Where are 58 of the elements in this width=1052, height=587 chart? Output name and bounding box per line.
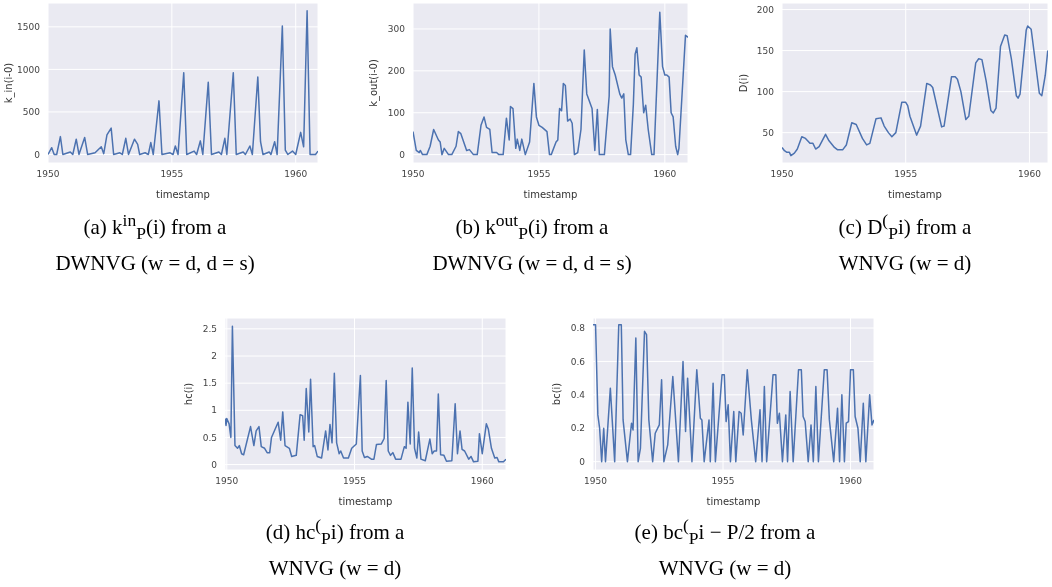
y-tick-label: 100 bbox=[387, 107, 406, 118]
y-tick-label: 50 bbox=[762, 127, 775, 138]
y-axis-title: k_out(i-0) bbox=[367, 59, 380, 107]
x-tick-label: 1950 bbox=[584, 476, 608, 487]
line-series bbox=[225, 325, 506, 463]
x-axis-title: timestamp bbox=[888, 189, 942, 200]
text: (c) D$^{(}$$_{P}$i) from a WNVG (w = d) bbox=[837, 209, 973, 278]
y-axis-title: k_in(i-0) bbox=[2, 62, 15, 104]
y-tick-label: 1000 bbox=[17, 64, 41, 75]
x-tick-label: 1960 bbox=[470, 476, 494, 487]
y-tick-label: 0 bbox=[211, 459, 218, 470]
y-tick-label: 500 bbox=[22, 107, 41, 118]
y-tick-label: 0.6 bbox=[570, 356, 586, 367]
x-tick-label: 1950 bbox=[401, 169, 425, 180]
x-tick-label: 1950 bbox=[215, 476, 239, 487]
text: (d) hc$^{(}$$_{P}$i) from a WNVG (w = d) bbox=[264, 514, 406, 583]
x-tick-label: 1955 bbox=[894, 169, 918, 180]
line-series bbox=[593, 323, 874, 463]
y-axis-title: bc(i) bbox=[550, 382, 562, 406]
y-tick-label: 2.5 bbox=[202, 324, 217, 335]
y-tick-label: 150 bbox=[756, 45, 775, 56]
y-tick-label: 0.8 bbox=[570, 323, 586, 334]
y-tick-label: 0.2 bbox=[570, 423, 585, 434]
y-tick-label: 100 bbox=[756, 86, 775, 97]
x-axis-title: timestamp bbox=[156, 189, 210, 200]
y-tick-label: 1.5 bbox=[202, 378, 217, 389]
x-tick-label: 1950 bbox=[36, 169, 60, 180]
text: (e) bc$^{(}$$_{P}$i − P/2 from a WNVG (w = d) bbox=[633, 514, 817, 583]
x-tick-label: 1960 bbox=[653, 169, 677, 180]
y-axis-title: hc(i) bbox=[182, 382, 194, 406]
x-axis-title: timestamp bbox=[523, 189, 578, 200]
y-tick-label: 0.5 bbox=[202, 432, 217, 443]
x-tick-label: 1960 bbox=[284, 169, 308, 180]
x-tick-label: 1955 bbox=[160, 169, 184, 180]
y-tick-label: 1500 bbox=[17, 22, 41, 33]
x-tick-label: 1955 bbox=[711, 476, 735, 487]
text: (b) k$^{out}$$_{P}$(i) from a DWNVG (w = d, d = s) bbox=[431, 209, 633, 278]
x-tick-label: 1955 bbox=[343, 476, 366, 487]
x-tick-label: 1960 bbox=[839, 476, 863, 487]
line-series bbox=[782, 25, 1048, 157]
x-tick-label: 1955 bbox=[527, 169, 551, 180]
line-series bbox=[48, 9, 318, 156]
y-tick-label: 0 bbox=[399, 149, 406, 160]
y-tick-label: 2 bbox=[211, 351, 217, 362]
x-tick-label: 1950 bbox=[770, 169, 794, 180]
x-axis-title: timestamp bbox=[338, 496, 393, 507]
y-tick-label: 0.4 bbox=[570, 390, 586, 401]
y-tick-label: 0 bbox=[34, 149, 41, 160]
x-axis-title: timestamp bbox=[706, 496, 761, 507]
line-series bbox=[413, 11, 688, 156]
y-axis-title: D(i) bbox=[737, 73, 749, 93]
y-tick-label: 0 bbox=[579, 456, 586, 467]
y-tick-label: 200 bbox=[387, 66, 406, 77]
y-tick-label: 300 bbox=[387, 24, 406, 35]
x-tick-label: 1960 bbox=[1017, 169, 1042, 180]
y-tick-label: 1 bbox=[211, 405, 217, 416]
text: (a) k$^{in}$$_{P}$(i) from a DWNVG (w = d, d = s) bbox=[54, 209, 256, 278]
y-tick-label: 200 bbox=[756, 4, 775, 15]
